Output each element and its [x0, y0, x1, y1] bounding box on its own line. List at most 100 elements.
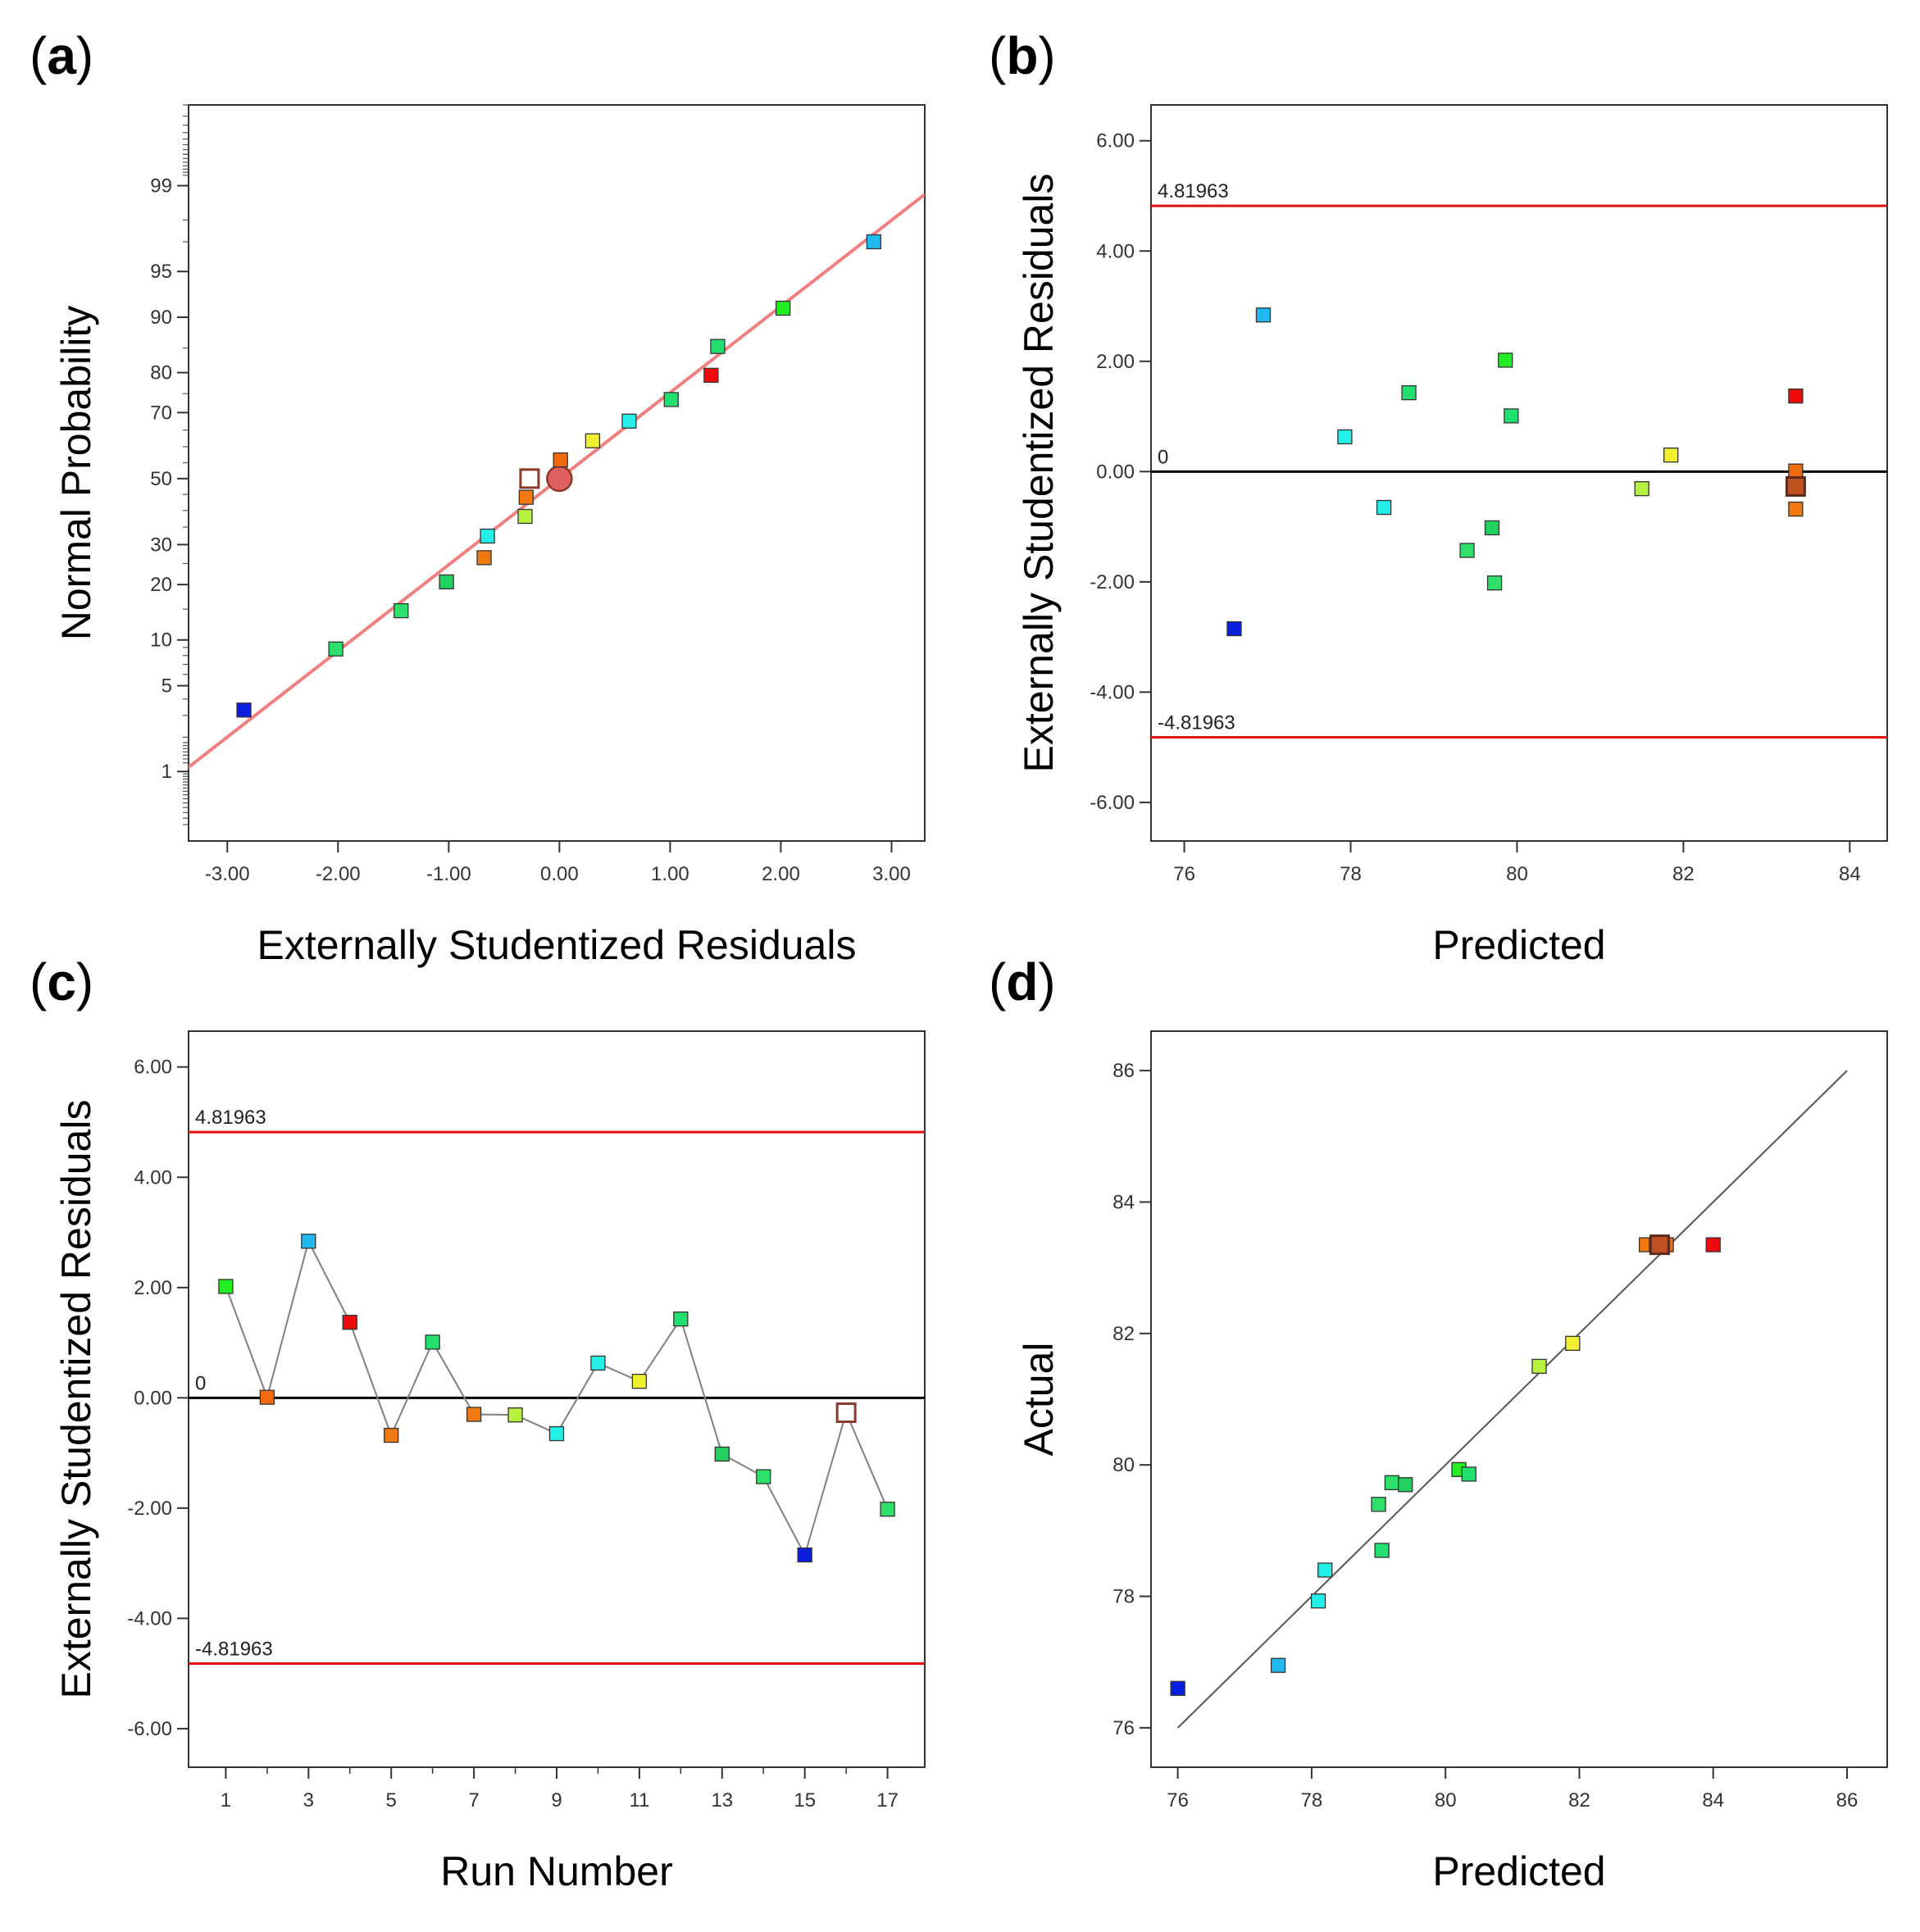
panel-c-y-axis-title: Externally Studentized Residuals — [53, 1100, 99, 1699]
panel-d-point-2 — [1310, 1593, 1326, 1609]
panel-d-point-10 — [1531, 1358, 1547, 1375]
panel-d-xtick-label-0: 76 — [1167, 1789, 1189, 1812]
panel-d-xtick-label-2: 80 — [1435, 1789, 1457, 1812]
panel-b-point-3 — [1376, 499, 1392, 516]
panel-d-fit-line — [1176, 1070, 1848, 1729]
panel-c-ytick-label-4: 2.00 — [134, 1277, 172, 1299]
panel-c-plot-frame — [188, 1030, 926, 1768]
panel-a-xtick-label-5: 2.00 — [762, 863, 800, 885]
panel-d-letter: (d) — [989, 952, 1056, 1011]
panel-d-ytick-label-0: 76 — [1112, 1717, 1135, 1739]
panel-d-ytick-label-5: 86 — [1112, 1060, 1135, 1082]
panel-c-ytick-label-6: 6.00 — [134, 1057, 172, 1079]
panel-a-point-7 — [518, 489, 535, 505]
panel-a-point-10 — [553, 452, 568, 468]
panel-b-point-16 — [1788, 501, 1804, 517]
panel-a-ytick-label-1: 5 — [162, 675, 172, 698]
panel-b-xtick-label-3: 82 — [1672, 863, 1695, 885]
panel-d-point-4 — [1374, 1543, 1390, 1558]
panel-a-ytick-label-7: 80 — [150, 362, 172, 384]
panel-c-ref-label-0: 4.81963 — [195, 1107, 266, 1129]
panel-c-xtick-label-8: 17 — [876, 1789, 899, 1812]
panel-c-point-11 — [673, 1311, 689, 1327]
panel-c-point-8 — [548, 1425, 565, 1442]
panel-c-ref-label-2: -4.81963 — [195, 1639, 273, 1661]
panel-b-ytick-label-1: -4.00 — [1090, 681, 1135, 703]
panel-a-plot-frame — [188, 104, 926, 842]
panel-c-point-16 — [880, 1502, 895, 1517]
panel-d-point-3 — [1317, 1562, 1333, 1578]
panel-a-point-5 — [480, 528, 495, 544]
panel-c-point-13 — [756, 1469, 771, 1484]
panel-d-y-axis-title: Actual — [1016, 1343, 1062, 1457]
panel-c-ytick-label-1: -4.00 — [127, 1607, 172, 1630]
panel-a-xtick-label-3: 0.00 — [540, 863, 579, 885]
panel-b-point-2 — [1337, 429, 1353, 445]
panel-d-xtick-label-1: 78 — [1301, 1789, 1323, 1812]
panel-a-ytick-label-3: 20 — [150, 574, 172, 596]
panel-b-xtick-label-0: 76 — [1173, 863, 1195, 885]
panel-a-point-1 — [328, 641, 344, 657]
panel-a-ytick-label-2: 10 — [150, 630, 172, 652]
panel-b-point-8 — [1498, 352, 1513, 368]
panel-a-x-axis-title: Externally Studentized Residuals — [257, 922, 857, 968]
panel-c-point-15 — [835, 1402, 857, 1423]
panel-a-point-4 — [476, 550, 492, 566]
panel-d-xtick-label-4: 84 — [1702, 1789, 1724, 1812]
panel-b-point-4 — [1401, 384, 1417, 401]
panel-c-point-9 — [590, 1355, 606, 1371]
panel-c-point-3 — [342, 1315, 357, 1330]
panel-d-point-9 — [1461, 1466, 1476, 1482]
panel-b-point-5 — [1459, 543, 1475, 558]
panel-c-xtick-label-0: 1 — [221, 1789, 231, 1812]
panel-c-point-2 — [301, 1234, 316, 1249]
panel-b-y-axis-title: Externally Studentized Residuals — [1016, 174, 1062, 773]
panel-c-point-7 — [507, 1407, 523, 1423]
panel-a-point-9 — [546, 465, 573, 493]
panel-c-plot-area — [189, 1130, 925, 1666]
panel-d-ytick-label-4: 84 — [1112, 1191, 1135, 1213]
panel-c-point-0 — [218, 1279, 234, 1294]
panel-d-xtick-label-3: 82 — [1568, 1789, 1590, 1812]
panel-a-point-6 — [517, 508, 533, 525]
panel-b-plot-frame — [1150, 104, 1888, 842]
panel-b-ytick-label-5: 4.00 — [1096, 240, 1135, 262]
panel-b-ytick-label-4: 2.00 — [1096, 351, 1135, 373]
panel-b-ref-label-1: 0 — [1158, 446, 1168, 468]
panel-c-ytick-label-0: -6.00 — [127, 1718, 172, 1740]
panel-a-ytick-label-10: 99 — [150, 175, 172, 198]
panel-b-point-13 — [1788, 463, 1804, 479]
panel-a-xtick-label-1: -2.00 — [316, 863, 361, 885]
panel-b-ytick-label-3: 0.00 — [1096, 461, 1135, 483]
panel-a-point-15 — [710, 339, 726, 354]
panel-c-ytick-label-3: 0.00 — [134, 1387, 172, 1409]
panel-d-point-6 — [1384, 1475, 1400, 1490]
panel-a-point-16 — [776, 300, 791, 316]
panel-a-point-13 — [663, 392, 679, 407]
panel-a-plot-area — [189, 193, 925, 770]
panel-a-point-14 — [703, 367, 719, 384]
panel-a-ytick-label-9: 95 — [150, 261, 172, 283]
panel-c-ref-label-1: 0 — [195, 1372, 206, 1394]
panel-b-point-15 — [1785, 475, 1806, 497]
panel-b-ytick-label-2: -2.00 — [1090, 571, 1135, 593]
panel-c-point-12 — [714, 1446, 730, 1462]
panel-d-plot-frame — [1150, 1030, 1888, 1768]
panel-d-x-axis-title: Predicted — [1432, 1848, 1605, 1894]
panel-b-plot-area — [1151, 204, 1887, 739]
panel-c-point-1 — [259, 1389, 275, 1405]
panel-b-point-10 — [1634, 481, 1649, 497]
panel-d: (d) 76 78 80 82 84 86 76 78 80 82 84 86 Predicted Actu… — [989, 952, 1888, 1894]
panel-b-point-1 — [1255, 307, 1272, 323]
panel-a: (a) -3.00 -2.00 -1.00 0.00 1.00 2.00 3.00 1 5 10 20… — [30, 26, 926, 968]
panel-b-ref-label-2: -4.81963 — [1158, 712, 1235, 734]
panel-a-point-2 — [394, 602, 409, 619]
panel-a-y-axis-title: Normal Probability — [53, 306, 99, 640]
panel-d-point-15 — [1649, 1234, 1670, 1256]
panel-a-point-11 — [585, 433, 601, 448]
panel-b-point-12 — [1788, 389, 1804, 404]
panel-a-ytick-label-0: 1 — [162, 761, 172, 783]
panel-c-point-14 — [797, 1547, 812, 1563]
panel-b-letter: (b) — [989, 26, 1056, 85]
panel-c-point-4 — [384, 1427, 399, 1443]
